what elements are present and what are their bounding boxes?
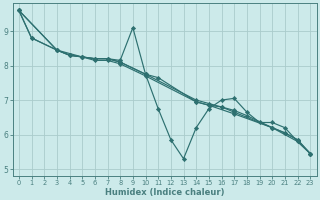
- X-axis label: Humidex (Indice chaleur): Humidex (Indice chaleur): [105, 188, 224, 197]
